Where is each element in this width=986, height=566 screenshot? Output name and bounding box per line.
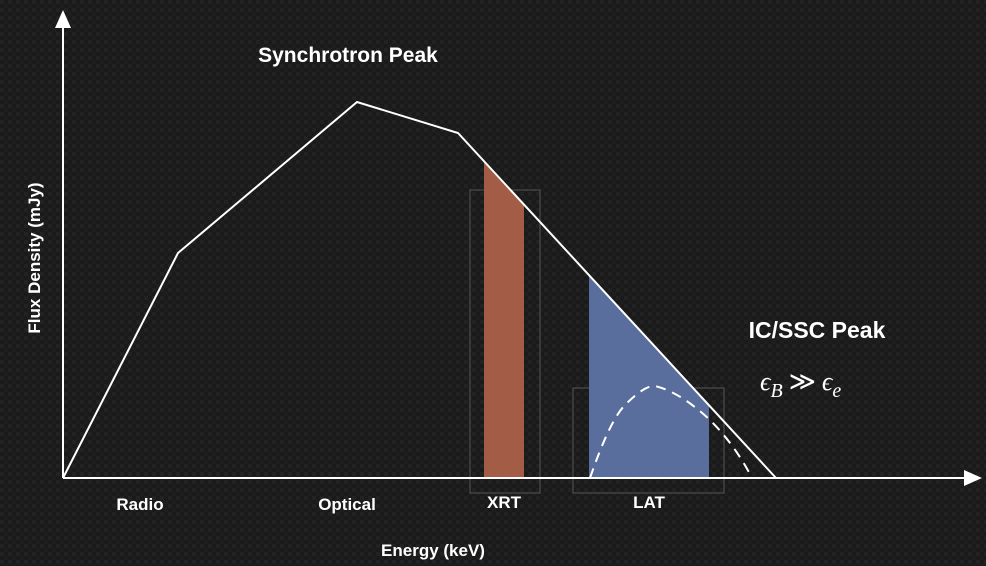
band-label: Optical — [318, 495, 376, 514]
condition: ϵB ≫ ϵe — [760, 367, 841, 402]
title: Synchrotron Peak — [258, 44, 438, 67]
band-label: Radio — [116, 495, 163, 514]
symbol: ϵ — [822, 367, 834, 396]
symbol: ϵ — [760, 367, 772, 396]
ic-curve — [589, 384, 753, 479]
subscript: B — [770, 380, 782, 402]
band-label: LAT — [633, 493, 665, 512]
lat-band — [589, 275, 709, 478]
synchrotron-curve — [62, 100, 777, 479]
relation: ≫ — [789, 367, 816, 396]
band-label: XRT — [487, 493, 522, 512]
xrt-band — [484, 161, 524, 478]
subscript: e — [832, 380, 841, 402]
ic-label: IC/SSC Peak — [749, 317, 886, 343]
x-axis-label: Energy (keV) — [381, 541, 485, 560]
y-axis-label: Flux Density (mJy) — [25, 182, 44, 333]
